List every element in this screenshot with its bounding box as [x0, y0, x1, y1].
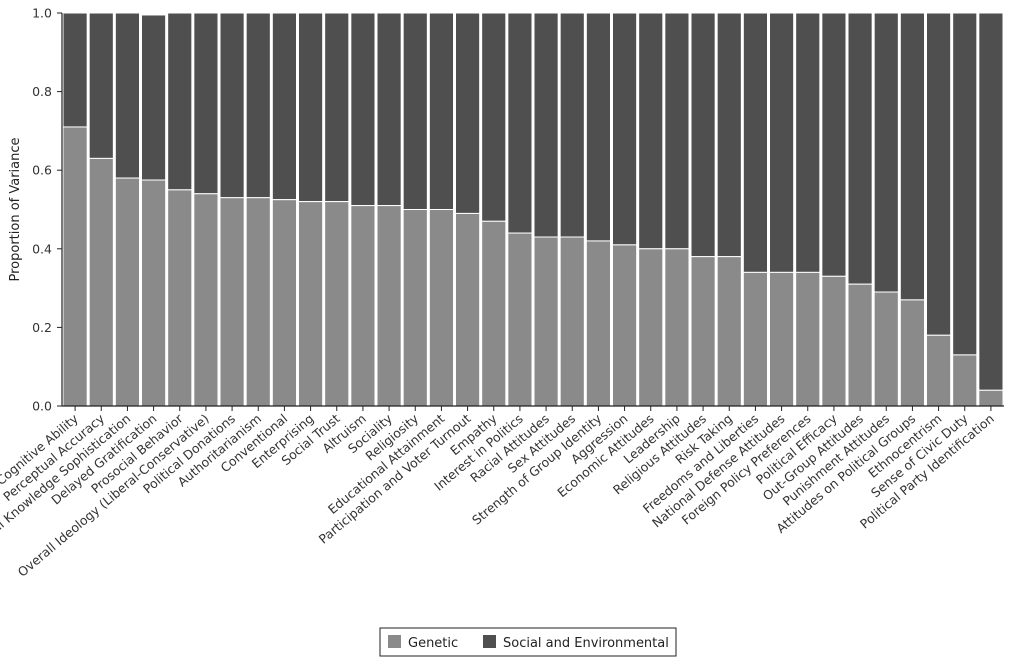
- bar-social-environmental: [742, 12, 768, 273]
- bar-social-environmental: [455, 12, 481, 214]
- bar-social-environmental: [638, 12, 664, 250]
- bar-genetic: [193, 193, 219, 407]
- bar-social-environmental: [193, 12, 219, 195]
- bar-social-environmental: [481, 12, 507, 222]
- bar-genetic: [716, 256, 742, 407]
- bar-social-environmental: [533, 12, 559, 238]
- bar-social-environmental: [350, 12, 376, 207]
- legend-box: [379, 627, 677, 657]
- bar-social-environmental: [769, 12, 795, 273]
- bar-genetic: [978, 389, 1004, 407]
- bar-social-environmental: [402, 12, 428, 210]
- bar-genetic: [533, 236, 559, 407]
- bar-genetic: [324, 201, 350, 407]
- bar-social-environmental: [664, 12, 690, 250]
- bar-social-environmental: [141, 14, 167, 181]
- bar-genetic: [638, 248, 664, 407]
- bar-genetic: [690, 256, 716, 407]
- bar-social-environmental: [716, 12, 742, 258]
- bar-social-environmental: [690, 12, 716, 258]
- bar-genetic: [926, 334, 952, 407]
- bar-social-environmental: [559, 12, 585, 238]
- y-axis-title: Proportion of Variance: [8, 137, 23, 281]
- bar-genetic: [612, 244, 638, 407]
- legend: Genetic Social and Environmental: [379, 627, 677, 657]
- bar-genetic: [114, 177, 141, 407]
- bar-genetic: [507, 232, 533, 407]
- bar-social-environmental: [376, 12, 402, 207]
- y-tick-label: 0.4: [32, 241, 52, 256]
- legend-label-social-environmental: Social and Environmental: [503, 636, 669, 651]
- bar-genetic: [88, 157, 114, 407]
- bar-genetic: [795, 271, 821, 407]
- bar-social-environmental: [167, 12, 193, 191]
- bar-social-environmental: [926, 12, 952, 336]
- bar-genetic: [167, 189, 193, 407]
- legend-label-genetic: Genetic: [408, 636, 458, 651]
- bars-layer: [62, 12, 1004, 407]
- bar-genetic: [847, 283, 873, 407]
- bar-social-environmental: [324, 12, 350, 203]
- bar-social-environmental: [795, 12, 821, 273]
- bar-social-environmental: [952, 12, 978, 356]
- bar-genetic: [873, 291, 899, 407]
- bar-genetic: [402, 209, 428, 407]
- bar-genetic: [141, 179, 167, 407]
- bar-social-environmental: [62, 12, 88, 128]
- bar-social-environmental: [219, 12, 245, 199]
- bar-genetic: [742, 271, 768, 407]
- bar-social-environmental: [114, 12, 141, 179]
- plot-area: [62, 13, 1004, 406]
- bar-genetic: [769, 271, 795, 407]
- y-tick-label: 0.8: [32, 84, 52, 99]
- bar-genetic: [481, 220, 507, 407]
- bar-social-environmental: [507, 12, 533, 234]
- bar-social-environmental: [585, 12, 611, 242]
- bar-social-environmental: [298, 12, 324, 203]
- bar-genetic: [899, 299, 925, 407]
- y-tick-label: 0.0: [32, 399, 52, 414]
- bar-genetic: [559, 236, 585, 407]
- bar-genetic: [62, 126, 88, 407]
- y-tick-label: 1.0: [32, 6, 52, 21]
- y-tick-label: 0.2: [32, 320, 52, 335]
- bar-social-environmental: [271, 12, 298, 201]
- y-tick-label: 0.6: [32, 163, 52, 178]
- bar-genetic: [821, 275, 847, 407]
- bar-social-environmental: [612, 12, 638, 246]
- bar-social-environmental: [847, 12, 873, 285]
- bar-genetic: [376, 205, 402, 407]
- legend-swatch-genetic: [388, 635, 401, 648]
- bar-genetic: [245, 197, 271, 407]
- bar-genetic: [585, 240, 611, 407]
- bar-genetic: [350, 205, 376, 407]
- axis-layer: 0.0 0.2 0.4 0.6 0.8 1.0: [32, 6, 1004, 414]
- bar-social-environmental: [88, 12, 114, 159]
- bar-social-environmental: [873, 12, 899, 293]
- bar-genetic: [298, 201, 324, 407]
- bar-social-environmental: [899, 12, 925, 301]
- bar-social-environmental: [428, 12, 455, 210]
- bar-genetic: [664, 248, 690, 407]
- bar-genetic: [219, 197, 245, 407]
- legend-swatch-social-environmental: [483, 635, 496, 648]
- bar-genetic: [952, 354, 978, 407]
- bar-social-environmental: [821, 12, 847, 277]
- bar-social-environmental: [978, 12, 1004, 391]
- bar-genetic: [428, 209, 455, 407]
- bar-social-environmental: [245, 12, 271, 199]
- bar-genetic: [455, 212, 481, 407]
- bar-genetic: [271, 199, 298, 407]
